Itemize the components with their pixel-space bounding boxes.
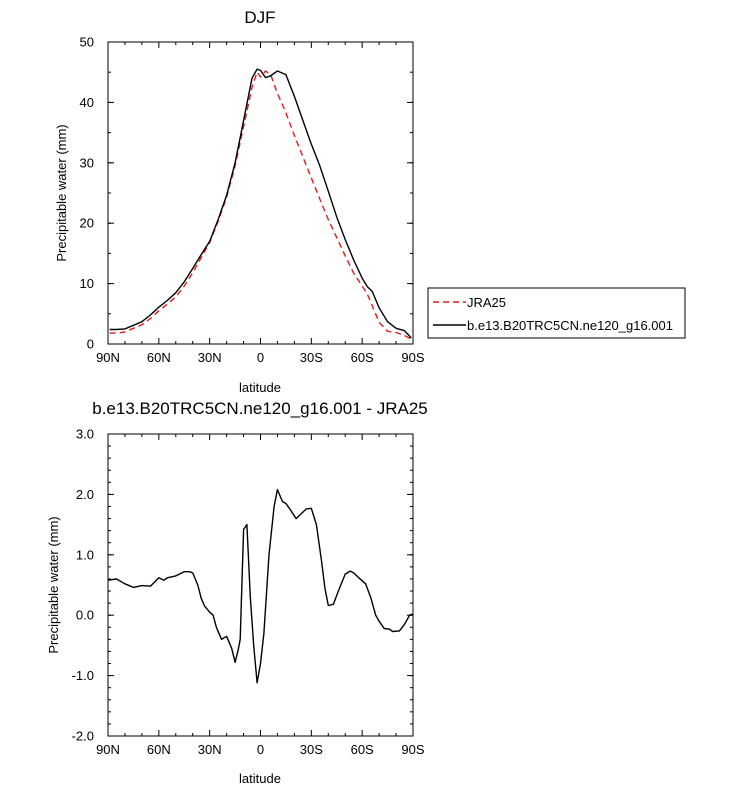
x-axis-label: latitude — [239, 771, 281, 786]
x-tick-label: 90N — [96, 350, 120, 365]
x-tick-label: 60N — [147, 742, 171, 757]
plot-frame — [107, 433, 414, 737]
legend-box — [427, 287, 686, 339]
x-tick-label: 0 — [257, 742, 264, 757]
y-axis-label: Precipitable water (mm) — [46, 516, 61, 653]
x-tick-label: 30S — [300, 742, 323, 757]
y-tick-label: 0.0 — [76, 608, 94, 623]
x-tick-label: 30N — [198, 350, 222, 365]
x-tick-label: 60S — [351, 350, 374, 365]
series-line-jra25 — [109, 70, 412, 340]
legend-label-model: b.e13.B20TRC5CN.ne120_g16.001 — [467, 318, 673, 333]
x-tick-label: 90N — [96, 742, 120, 757]
x-tick-label: 30N — [198, 742, 222, 757]
y-tick-label: 50 — [80, 35, 94, 50]
y-tick-label: 1.0 — [76, 547, 94, 562]
y-tick-label: 30 — [80, 155, 94, 170]
legend-label-jra25: JRA25 — [467, 295, 506, 310]
x-tick-label: 90S — [401, 742, 424, 757]
series-line-difference — [107, 488, 414, 684]
series-line-model — [109, 68, 412, 339]
plot-frame — [107, 41, 414, 345]
y-tick-label: -1.0 — [72, 668, 94, 683]
y-tick-label: 0 — [87, 337, 94, 352]
legend: JRA25 b.e13.B20TRC5CN.ne120_g16.001 — [427, 287, 686, 339]
x-tick-label: 60S — [351, 742, 374, 757]
panel-djf: DJF 90N 60N 30N 0 30S 60S 90S 0 10 20 30 40 50 latit… — [54, 8, 425, 395]
x-tick-label: 60N — [147, 350, 171, 365]
y-tick-label: 3.0 — [76, 427, 94, 442]
chart-title: DJF — [244, 8, 275, 27]
y-tick-label: 2.0 — [76, 487, 94, 502]
x-axis-label: latitude — [239, 380, 281, 395]
y-axis-label: Precipitable water (mm) — [54, 124, 69, 261]
x-tick-label: 90S — [401, 350, 424, 365]
y-tick-label: 40 — [80, 95, 94, 110]
y-tick-label: 20 — [80, 216, 94, 231]
y-tick-label: 10 — [80, 276, 94, 291]
y-tick-label: -2.0 — [72, 729, 94, 744]
panel-difference: b.e13.B20TRC5CN.ne120_g16.001 - JRA25 90… — [46, 399, 428, 786]
x-tick-label: 0 — [257, 350, 264, 365]
x-tick-label: 30S — [300, 350, 323, 365]
chart-title: b.e13.B20TRC5CN.ne120_g16.001 - JRA25 — [92, 399, 428, 418]
